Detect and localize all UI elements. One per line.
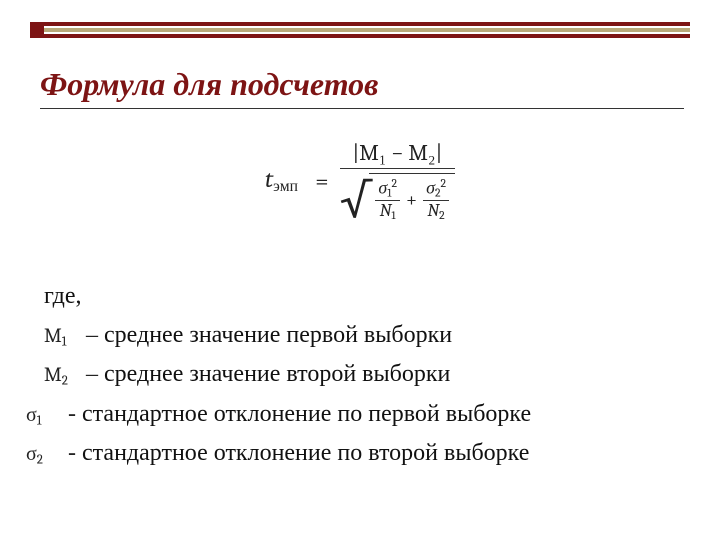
- definition-text: среднее значение второй выборки: [104, 356, 450, 393]
- formula-fraction: |M₁ − M₂| √ σ12 N1 + σ22 N2: [340, 140, 455, 222]
- definition-dash: -: [68, 396, 76, 433]
- corner-square-icon: [30, 22, 44, 36]
- definition-row: M1–среднее значение первой выборки: [44, 317, 690, 354]
- definition-text: стандартное отклонение по первой выборке: [82, 396, 531, 433]
- definition-dash: –: [86, 317, 98, 354]
- definition-row: σ1-стандартное отклонение по первой выбо…: [26, 396, 690, 433]
- definition-symbol: σ1: [26, 399, 62, 431]
- definition-symbol: M1: [44, 320, 80, 352]
- top-rule-outer-2: [30, 34, 690, 38]
- definitions: где, M1–среднее значение первой выборкиM…: [44, 278, 690, 474]
- definition-dash: -: [68, 435, 76, 472]
- formula-numerator: |M₁ − M₂|: [340, 140, 455, 169]
- sigma-2-label: σ: [426, 177, 435, 198]
- equals-sign: =: [315, 167, 328, 195]
- where-label-row: где,: [44, 278, 690, 315]
- n-2-label: N: [427, 200, 439, 221]
- definition-text: стандартное отклонение по второй выборке: [82, 435, 529, 472]
- n-2-index: 2: [439, 208, 445, 222]
- top-rule-inner: [30, 28, 690, 32]
- plus-sign: +: [406, 188, 417, 211]
- sigma-2-sq: 2: [441, 176, 447, 190]
- definition-dash: –: [86, 356, 98, 393]
- formula-lhs: tэмп: [265, 165, 298, 196]
- term-2: σ22 N2: [423, 178, 449, 222]
- where-label: где,: [44, 278, 82, 315]
- sigma-1-sq: 2: [391, 176, 397, 190]
- page-title: Формула для подсчетов: [40, 66, 378, 103]
- n-1-index: 1: [391, 208, 395, 222]
- formula-denominator: √ σ12 N1 + σ22 N2: [340, 169, 455, 222]
- formula-lhs-sub: эмп: [273, 177, 298, 195]
- n-1-label: N: [380, 200, 392, 221]
- definition-symbol: σ2: [26, 438, 62, 470]
- definition-row: M2–среднее значение второй выборки: [44, 356, 690, 393]
- sigma-1-label: σ: [378, 177, 387, 198]
- formula-area: tэмп = |M₁ − M₂| √ σ12 N1 + σ22 N2: [0, 140, 720, 222]
- definition-symbol: M2: [44, 359, 80, 391]
- radical-icon: √: [340, 177, 372, 226]
- term-1: σ12 N1: [375, 178, 400, 222]
- formula: tэмп = |M₁ − M₂| √ σ12 N1 + σ22 N2: [265, 140, 455, 222]
- sqrt: √ σ12 N1 + σ22 N2: [340, 173, 455, 222]
- title-underline: [40, 108, 684, 109]
- definition-text: среднее значение первой выборки: [104, 317, 452, 354]
- top-rule-outer-1: [30, 22, 690, 26]
- formula-lhs-base: t: [265, 165, 273, 193]
- definition-row: σ2-стандартное отклонение по второй выбо…: [26, 435, 690, 472]
- radicand: σ12 N1 + σ22 N2: [369, 173, 455, 222]
